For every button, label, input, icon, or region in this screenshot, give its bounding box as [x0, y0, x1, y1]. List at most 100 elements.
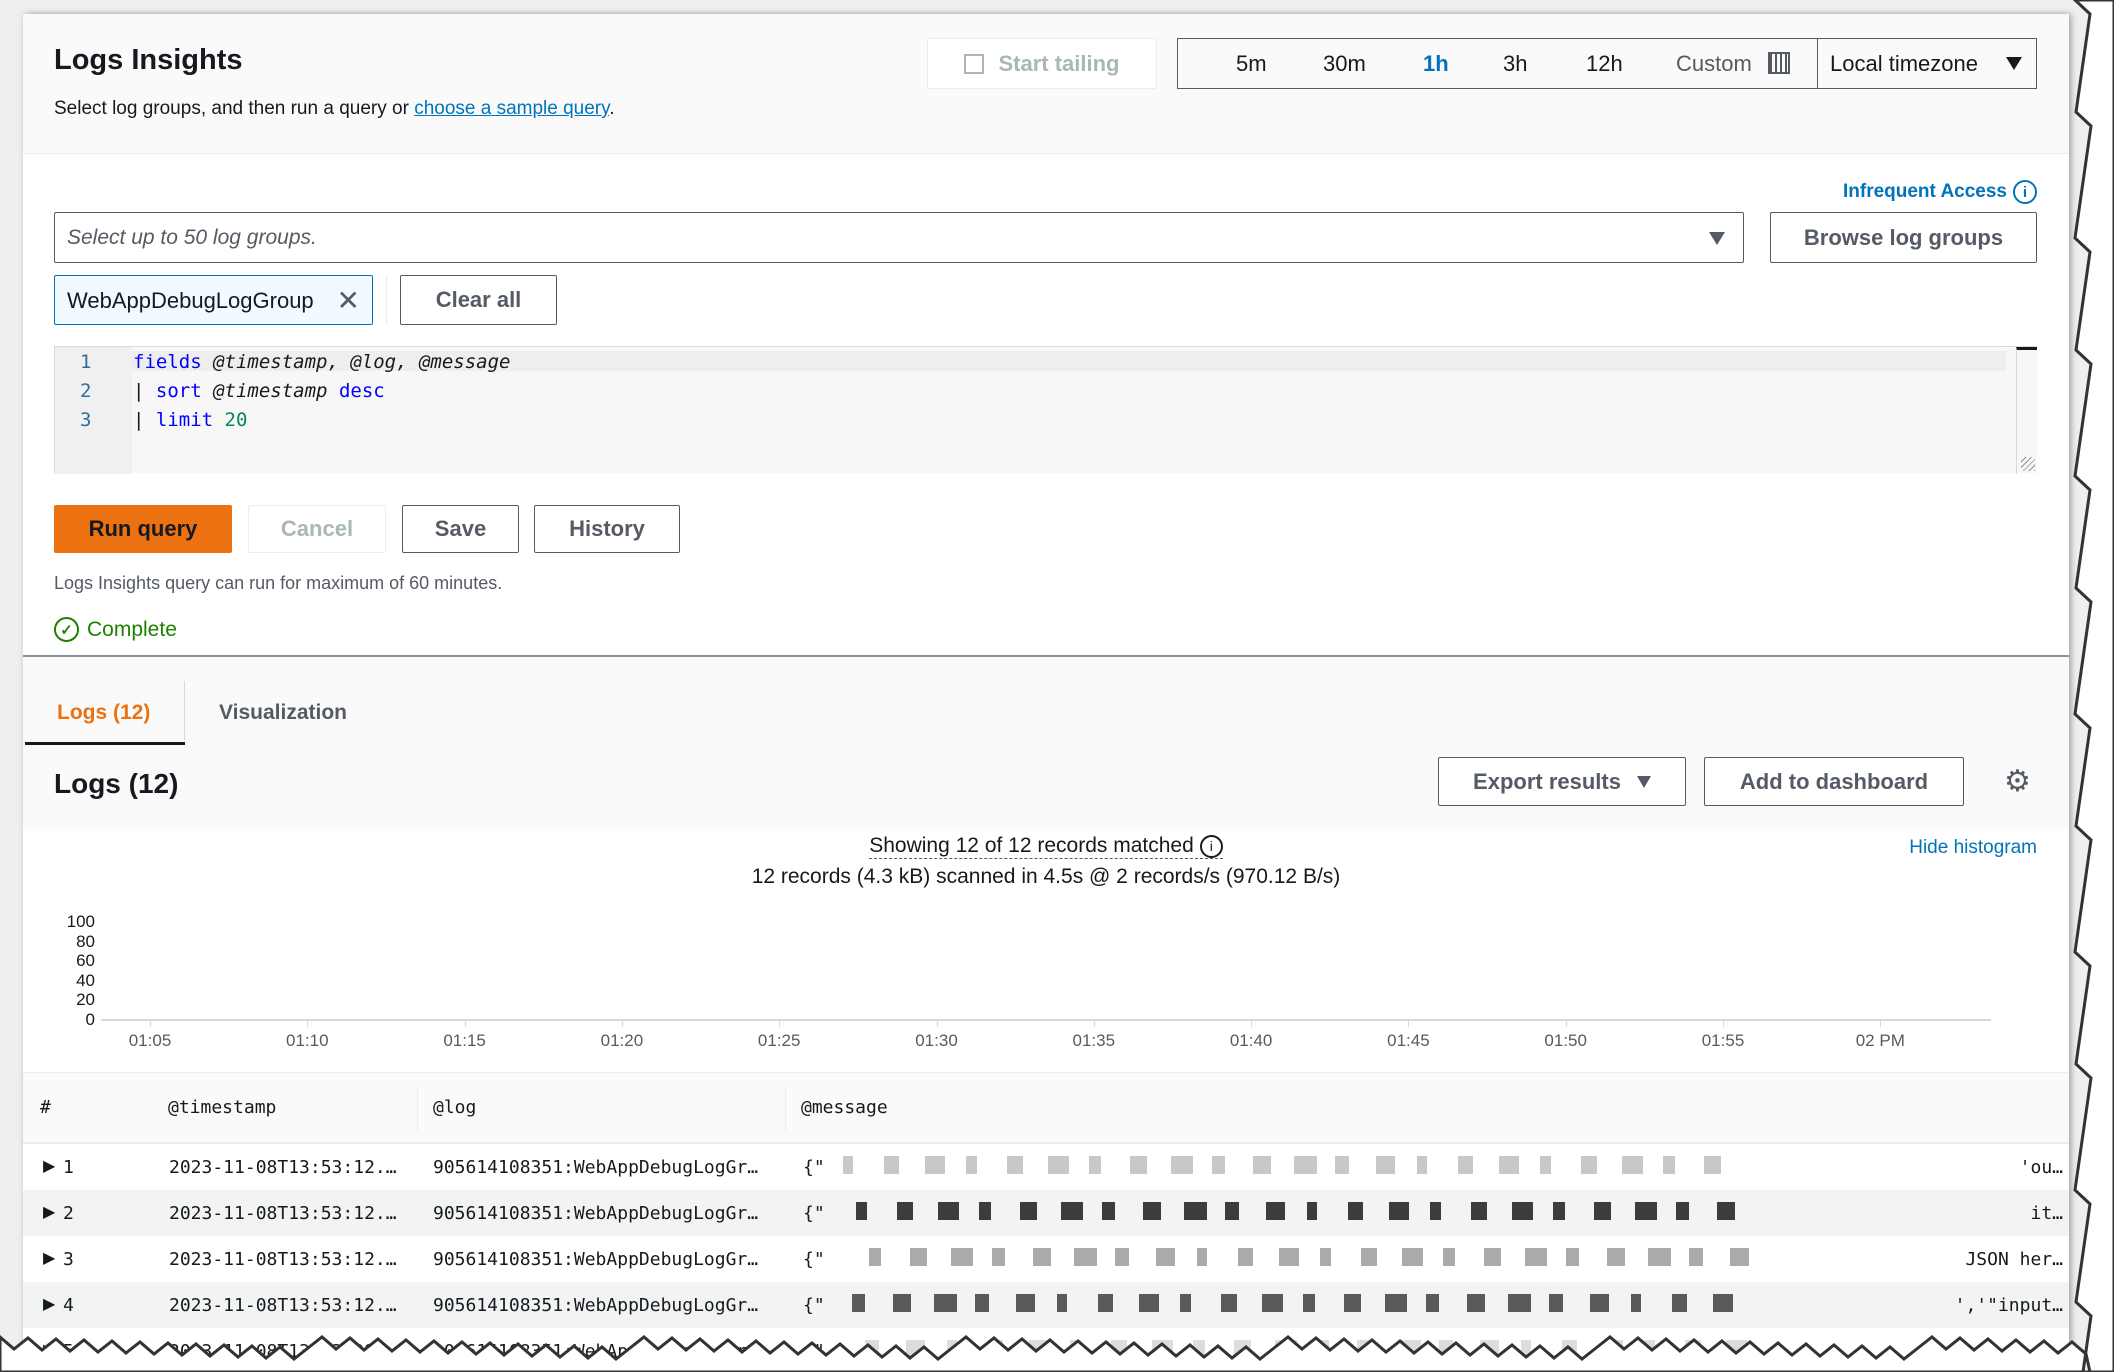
- x-tick-mark: [1880, 1019, 1882, 1027]
- export-label: Export results: [1473, 768, 1621, 794]
- row-message-start: {": [803, 1203, 825, 1224]
- x-tick-mark: [779, 1019, 781, 1027]
- row-index: 1: [63, 1157, 74, 1178]
- y-tick-label: 40: [76, 970, 95, 990]
- run-query-button[interactable]: Run query: [54, 505, 232, 553]
- cancel-button[interactable]: Cancel: [248, 505, 386, 553]
- time-range-1h[interactable]: 1h: [1423, 51, 1449, 76]
- y-tick-label: 100: [66, 912, 95, 931]
- number: 20: [213, 409, 248, 431]
- page-subtitle: Select log groups, and then run a query …: [54, 98, 615, 120]
- expand-row-icon[interactable]: ▶: [43, 1204, 56, 1221]
- resize-handle-icon[interactable]: [2021, 457, 2035, 471]
- expand-row-icon[interactable]: ▶: [43, 1158, 56, 1175]
- column-header-timestamp[interactable]: @timestamp: [168, 1097, 277, 1118]
- keyword: sort: [155, 380, 202, 402]
- query-status: ✓ Complete: [54, 617, 177, 642]
- infrequent-access-link[interactable]: Infrequent Access i: [1843, 180, 2037, 204]
- info-icon[interactable]: i: [1199, 834, 1223, 858]
- history-button[interactable]: History: [534, 505, 680, 553]
- subtitle-text: Select log groups, and then run a query …: [54, 98, 415, 119]
- line-number: 2: [80, 380, 92, 402]
- row-log: 905614108351:WebAppDebugLogGr…: [433, 1157, 759, 1178]
- keyword: fields: [133, 351, 202, 373]
- query-line-3: | limit 20: [133, 409, 247, 431]
- start-tailing-label: Start tailing: [998, 50, 1120, 76]
- tab-logs[interactable]: Logs (12): [57, 701, 151, 724]
- row-message-start: {": [803, 1157, 825, 1178]
- pipe: |: [133, 409, 156, 431]
- timezone-select[interactable]: Local timezone: [1817, 38, 2037, 89]
- row-message-end: it…: [2030, 1203, 2063, 1224]
- table-row[interactable]: ▶ 1 2023-11-08T13:53:12.… 905614108351:W…: [23, 1144, 2069, 1190]
- tab-visualization[interactable]: Visualization: [219, 701, 347, 724]
- column-header-log[interactable]: @log: [433, 1097, 477, 1118]
- x-tick-label: 01:05: [128, 1031, 172, 1050]
- timezone-label: Local timezone: [1830, 51, 1978, 76]
- fields-text: @timestamp, @log, @message: [201, 351, 511, 373]
- time-range-5m[interactable]: 5m: [1236, 51, 1267, 76]
- time-range-custom[interactable]: Custom: [1676, 51, 1752, 76]
- info-icon: i: [2013, 180, 2037, 204]
- sample-query-link[interactable]: choose a sample query: [414, 98, 610, 119]
- redacted-message: [843, 1236, 1973, 1282]
- check-circle-icon: ✓: [54, 617, 79, 642]
- query-line-1: fields @timestamp, @log, @message: [133, 351, 511, 373]
- external-link-icon: [964, 53, 985, 74]
- x-tick-label: 01:20: [600, 1031, 644, 1050]
- row-log: 905614108351:WebAppDebugLogGr…: [433, 1203, 759, 1224]
- clear-all-button[interactable]: Clear all: [400, 275, 557, 325]
- table-row[interactable]: ▶ 4 2023-11-08T13:53:12.… 905614108351:W…: [23, 1282, 2069, 1328]
- export-results-button[interactable]: Export results: [1438, 757, 1686, 806]
- row-timestamp: 2023-11-08T13:53:12.…: [169, 1295, 397, 1316]
- x-tick-label: 01:15: [443, 1031, 486, 1050]
- selected-log-group-token: WebAppDebugLogGroup ✕: [54, 275, 373, 325]
- row-log: 905614108351:WebAppDebugLogGr…: [433, 1249, 759, 1270]
- y-tick-label: 80: [76, 931, 95, 951]
- section-divider: [23, 655, 2069, 657]
- column-header-index[interactable]: #: [40, 1097, 51, 1118]
- caret-down-icon: [1636, 775, 1651, 788]
- expand-row-icon[interactable]: ▶: [43, 1250, 56, 1267]
- x-tick-label: 01:10: [286, 1031, 329, 1050]
- save-button[interactable]: Save: [402, 505, 519, 553]
- browse-log-groups-button[interactable]: Browse log groups: [1770, 212, 2037, 263]
- x-tick-label: 01:40: [1229, 1031, 1273, 1050]
- x-tick-mark: [1408, 1019, 1410, 1027]
- redacted-message: [843, 1144, 1973, 1190]
- keyword: limit: [155, 409, 214, 431]
- time-range-12h[interactable]: 12h: [1586, 51, 1623, 76]
- line-number: 1: [80, 351, 92, 373]
- time-range-30m[interactable]: 30m: [1323, 51, 1366, 76]
- hide-histogram-link[interactable]: Hide histogram: [1909, 837, 2037, 858]
- subtitle-period: .: [609, 98, 615, 119]
- table-header: # @timestamp @log @message: [23, 1072, 2069, 1144]
- time-range-3h[interactable]: 3h: [1503, 51, 1528, 76]
- column-header-message[interactable]: @message: [801, 1097, 888, 1118]
- x-tick-mark: [1565, 1019, 1567, 1027]
- active-line: [132, 351, 2006, 371]
- table-row[interactable]: ▶ 3 2023-11-08T13:53:12.… 905614108351:W…: [23, 1236, 2069, 1282]
- log-group-select[interactable]: Select up to 50 log groups.: [54, 212, 1744, 263]
- close-icon[interactable]: ✕: [336, 285, 360, 316]
- row-message-start: {": [803, 1249, 825, 1270]
- x-tick-mark: [1723, 1019, 1724, 1027]
- x-tick-mark: [1251, 1019, 1253, 1027]
- histogram-summary: Showing 12 of 12 records matched i 12 rec…: [23, 834, 2069, 889]
- query-editor[interactable]: 1 2 3 fields @timestamp, @log, @message …: [54, 346, 2037, 474]
- expand-row-icon[interactable]: ▶: [43, 1296, 56, 1313]
- divider: [386, 275, 387, 325]
- pipe: |: [133, 380, 156, 402]
- query-line-2: | sort @timestamp desc: [133, 380, 385, 402]
- caret-down-icon: [2006, 57, 2022, 70]
- gear-icon[interactable]: ⚙: [2004, 765, 2031, 798]
- add-to-dashboard-button[interactable]: Add to dashboard: [1704, 757, 1964, 806]
- row-index: 4: [63, 1295, 74, 1316]
- page-header: Logs Insights Select log groups, and the…: [23, 14, 2069, 154]
- table-row[interactable]: ▶ 2 2023-11-08T13:53:12.… 905614108351:W…: [23, 1190, 2069, 1236]
- editor-scrollbar[interactable]: [2016, 347, 2037, 474]
- x-tick-label: 01:35: [1072, 1031, 1116, 1050]
- start-tailing-button[interactable]: Start tailing: [927, 38, 1157, 89]
